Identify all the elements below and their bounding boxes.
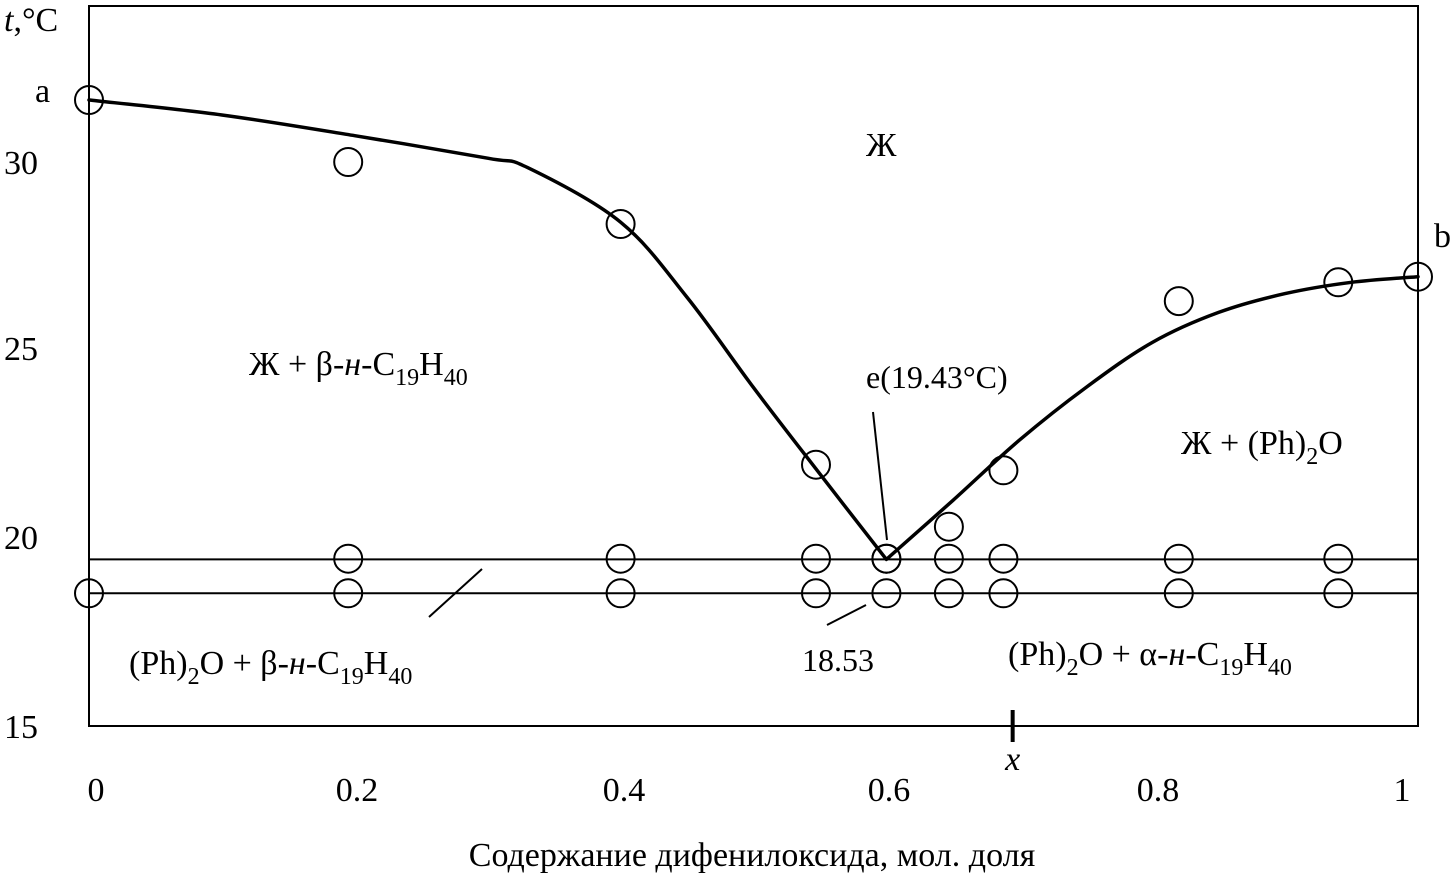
region-text: н	[289, 645, 306, 682]
x-tick-label: 0	[88, 772, 105, 809]
x-tick-label: 0.2	[336, 772, 379, 809]
data-points	[74, 85, 1433, 609]
solidus-point	[1323, 578, 1354, 609]
solidus-leader-line	[826, 604, 867, 626]
solidus-point	[801, 578, 831, 609]
region-text: -C	[361, 346, 395, 383]
transition-point	[988, 543, 1019, 574]
x-tick-label: 0.4	[603, 772, 646, 809]
region-text: -C	[306, 645, 340, 682]
region-subscript: 40	[1268, 655, 1292, 681]
region-subscript: 2	[1306, 444, 1318, 470]
region-subscript: 40	[388, 664, 412, 690]
transition-point	[605, 543, 636, 574]
transition-point	[1323, 543, 1354, 574]
y-tick-label: 20	[4, 520, 38, 557]
region-subscript: 2	[1067, 655, 1079, 681]
x-marker-label: x	[1004, 741, 1020, 778]
transition-point	[933, 543, 964, 574]
x-tick-label: 0.6	[868, 772, 911, 809]
y-axis-variable: t	[4, 2, 15, 39]
region-text: (Ph)	[129, 645, 188, 682]
isotherm-gap-leader-line	[428, 568, 483, 618]
x-tick-label: 1	[1394, 772, 1411, 809]
solidus-point	[933, 578, 964, 609]
region-text: н	[1168, 636, 1185, 673]
region-text: O + β-	[200, 645, 289, 682]
region-text: O + α-	[1079, 636, 1169, 673]
liquidus-point	[605, 209, 636, 239]
liquidus-point	[988, 455, 1019, 486]
region-text: H	[364, 645, 389, 682]
point-label-a: a	[35, 73, 50, 110]
eutectic-label: e(19.43°C)	[866, 359, 1008, 395]
liquidus-point	[333, 147, 364, 177]
liquidus-point	[74, 85, 104, 115]
plot-frame	[88, 5, 1419, 727]
y-tick-label: 25	[4, 331, 38, 368]
region-text: H	[1243, 636, 1268, 673]
region-subscript: 2	[188, 664, 200, 690]
transition-point	[871, 543, 902, 574]
liquidus-curve	[87, 98, 1420, 562]
solidus-temperature-label: 18.53	[802, 642, 874, 678]
y-axis-title: t,°C	[4, 2, 58, 39]
region-text: (Ph)	[1008, 636, 1067, 673]
liquidus-point	[1403, 261, 1433, 292]
liquidus-point	[1163, 286, 1194, 317]
region-subscript: 40	[444, 365, 468, 391]
y-axis-unit: ,°C	[13, 2, 58, 39]
region-text: H	[419, 346, 444, 383]
region-liquid-label: Ж	[866, 127, 897, 164]
isotherm-lines	[89, 558, 1418, 595]
liquidus-point	[1323, 267, 1354, 298]
transition-point	[333, 543, 364, 574]
liquidus-point	[933, 511, 964, 542]
region-subscript: 19	[1219, 655, 1243, 681]
solidus-point	[74, 578, 104, 609]
y-tick-labels: 15 20 25 30	[4, 145, 38, 746]
region-text: -C	[1185, 636, 1219, 673]
region-text: н	[344, 346, 361, 383]
point-label-b: b	[1434, 218, 1451, 255]
solidus-point	[871, 578, 902, 609]
region-subscript: 19	[395, 365, 419, 391]
transition-point	[801, 543, 831, 574]
region-text: Ж + β-	[249, 346, 344, 383]
region-solid-alpha-label: (Ph)2O + α-н-C19H40	[1008, 636, 1292, 681]
solidus-point	[333, 578, 364, 609]
region-liquid-plus-ph2o-label: Ж + (Ph)2O	[1181, 425, 1343, 470]
region-liquid-plus-beta-label: Ж + β-н-C19H40	[249, 346, 468, 391]
solidus-point	[988, 578, 1019, 609]
region-text: O	[1318, 425, 1343, 462]
transition-point	[1163, 543, 1194, 574]
eutectic-leader-line	[872, 411, 888, 541]
x-axis-title: Содержание дифенилоксида, мол. доля	[469, 837, 1036, 874]
solidus-point	[605, 578, 636, 609]
region-text: Ж + (Ph)	[1181, 425, 1306, 462]
solidus-point	[1163, 578, 1194, 609]
region-solid-beta-label: (Ph)2O + β-н-C19H40	[129, 645, 412, 690]
x-tick-labels: 0 0.2 0.4 0.6 0.8 1	[88, 772, 1411, 809]
y-tick-label: 15	[4, 709, 38, 746]
x-tick-label: 0.8	[1137, 772, 1180, 809]
y-tick-label: 30	[4, 145, 38, 182]
liquidus-point	[801, 449, 831, 480]
region-subscript: 19	[340, 664, 364, 690]
